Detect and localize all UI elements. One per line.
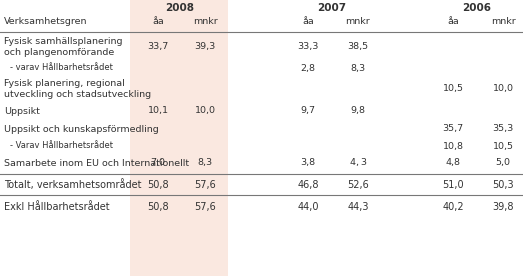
Text: 10,1: 10,1 [147,107,168,115]
Text: åa: åa [152,17,164,25]
Text: 2007: 2007 [317,3,347,13]
Text: 9,7: 9,7 [301,107,315,115]
Text: 10,5: 10,5 [442,84,463,94]
Text: - Varav Hållbarhetsrådet: - Varav Hållbarhetsrådet [10,142,113,150]
Text: Fysisk planering, regional
utveckling och stadsutveckling: Fysisk planering, regional utveckling oc… [4,79,151,99]
Text: 4,8: 4,8 [446,158,460,168]
Text: 9,8: 9,8 [350,107,366,115]
Text: 35,7: 35,7 [442,124,463,134]
Text: 44,3: 44,3 [347,202,369,212]
Text: 3,8: 3,8 [300,158,315,168]
Text: 50,8: 50,8 [147,180,169,190]
Text: 51,0: 51,0 [442,180,464,190]
Text: 33,3: 33,3 [297,43,319,52]
Text: 2006: 2006 [462,3,492,13]
Text: 4, 3: 4, 3 [349,158,367,168]
Text: 52,6: 52,6 [347,180,369,190]
Text: 7,0: 7,0 [151,158,165,168]
Text: Samarbete inom EU och Internationellt: Samarbete inom EU och Internationellt [4,158,189,168]
Text: Uppsikt och kunskapsförmedling: Uppsikt och kunskapsförmedling [4,124,159,134]
Text: 5,0: 5,0 [495,158,510,168]
Text: Uppsikt: Uppsikt [4,107,40,115]
Text: 10,0: 10,0 [195,107,215,115]
Text: mnkr: mnkr [192,17,218,25]
Text: 8,3: 8,3 [198,158,212,168]
Text: 39,3: 39,3 [195,43,215,52]
Text: 35,3: 35,3 [492,124,514,134]
Text: 2008: 2008 [165,3,195,13]
Text: 10,5: 10,5 [493,142,514,150]
Text: 40,2: 40,2 [442,202,464,212]
Text: 2,8: 2,8 [301,63,315,73]
Text: åa: åa [447,17,459,25]
Text: Totalt, verksamhetsområdet: Totalt, verksamhetsområdet [4,180,142,190]
Text: mnkr: mnkr [346,17,370,25]
Bar [130,0,228,276]
Text: 57,6: 57,6 [194,180,216,190]
Text: 8,3: 8,3 [350,63,366,73]
Text: 46,8: 46,8 [297,180,319,190]
Text: Verksamhetsgren: Verksamhetsgren [4,17,87,25]
Text: Fysisk samhällsplanering
och plangenomförande: Fysisk samhällsplanering och plangenomfö… [4,37,122,57]
Text: 10,0: 10,0 [493,84,514,94]
Text: 50,8: 50,8 [147,202,169,212]
Text: 39,8: 39,8 [492,202,514,212]
Text: åa: åa [302,17,314,25]
Text: 33,7: 33,7 [147,43,168,52]
Text: 57,6: 57,6 [194,202,216,212]
Text: Exkl Hållbarhetsrådet: Exkl Hållbarhetsrådet [4,202,110,212]
Text: 50,3: 50,3 [492,180,514,190]
Text: mnkr: mnkr [491,17,515,25]
Text: - varav Hållbarhetsrådet: - varav Hållbarhetsrådet [10,63,113,73]
Text: 38,5: 38,5 [347,43,369,52]
Text: 44,0: 44,0 [297,202,319,212]
Text: 10,8: 10,8 [442,142,463,150]
